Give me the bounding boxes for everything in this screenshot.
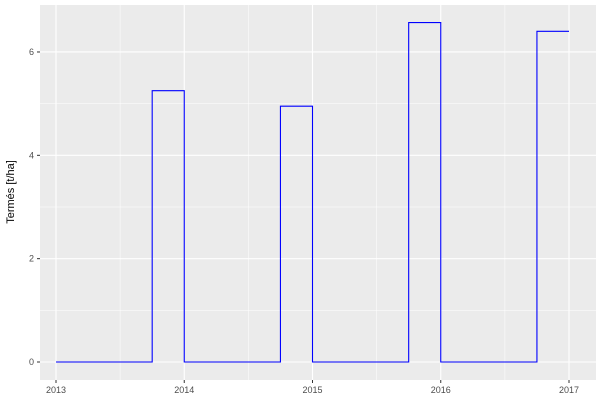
y-tick-label: 6 — [29, 47, 34, 57]
x-tick-label: 2014 — [174, 385, 194, 395]
y-tick-label: 4 — [29, 150, 34, 160]
panel-background — [40, 5, 596, 380]
step-line — [56, 21, 569, 363]
y-tick-label: 0 — [29, 357, 34, 367]
y-axis-label: Termés [t/ha] — [5, 160, 17, 224]
x-tick-label: 2016 — [431, 385, 451, 395]
y-tick-label: 2 — [29, 254, 34, 264]
x-tick-label: 2015 — [302, 385, 322, 395]
x-tick-label: 2017 — [559, 385, 579, 395]
x-tick-label: 2013 — [46, 385, 66, 395]
